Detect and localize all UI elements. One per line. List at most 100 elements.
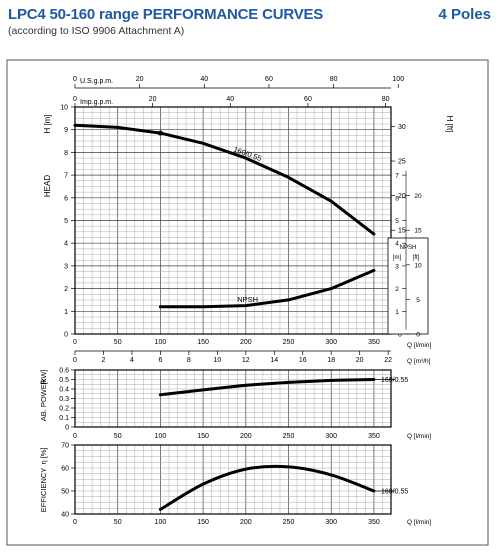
npsh-box-m-tick-label: 1 (395, 309, 399, 316)
npsh-box-ticks: 1 2 3 4 5 6 7 0 5 10 15 20 (395, 170, 422, 339)
efficiency-x-tick-label: 250 (283, 519, 295, 526)
power-x-tick-label: 100 (155, 433, 167, 440)
top-axis-1-label: U.S.g.p.m. (80, 78, 113, 85)
head-bottom-tick-label: 0 (73, 339, 77, 346)
head-left-tick-label: 5 (64, 218, 68, 225)
npsh-box-ft-tick-label: 15 (414, 228, 422, 235)
npsh-box-m-tick-label: 4 (395, 241, 399, 248)
npsh-curve (158, 268, 376, 309)
page-title: LPC4 50-160 range PERFORMANCE CURVES (8, 6, 324, 23)
bottom-axis-2-tick-label: 2 (102, 357, 106, 364)
power-x-tick-label: 50 (114, 433, 122, 440)
power-x-tick-label: 300 (325, 433, 337, 440)
efficiency-x-tick-label: 0 (73, 519, 77, 526)
power-yunit: [kW] (39, 370, 48, 385)
head-bottom-ticks: 0 50 100 150 200 250 300 350 0 2 4 6 8 10 12 14 16 18 20 22 (73, 339, 392, 364)
npsh-box-unit-m: [m] (393, 255, 402, 261)
head-bottom-tick-label: 300 (325, 339, 337, 346)
power-x-tick-label: 350 (368, 433, 380, 440)
npsh-box: NPSH [m] [ft] 1 2 3 4 5 6 7 0 5 10 15 20 (387, 170, 429, 339)
top-axis-1-tick-label: 20 (136, 76, 144, 83)
head-right-tick-label: 15 (398, 228, 406, 235)
top-axis-1-tick-label: 80 (330, 76, 338, 83)
bottom-axis-2-tick-label: 0 (73, 357, 77, 364)
npsh-box-m-tick-label: 2 (395, 286, 399, 293)
page-subtitle: (according to ISO 9906 Attachment A) (8, 25, 185, 37)
head-left-tick-label: 4 (64, 241, 68, 248)
head-left-tick-label: 9 (64, 127, 68, 134)
head-left-unit: H [m] (43, 114, 52, 133)
head-left-tick-label: 1 (64, 309, 68, 316)
bottom-axis-2-tick-label: 4 (130, 357, 134, 364)
bottom-axis-2-tick-label: 22 (384, 357, 392, 364)
npsh-box-ft-tick-label: 20 (414, 193, 422, 200)
efficiency-curve-label: 160/0.55 (381, 489, 408, 496)
head-right-tick-label: 30 (398, 124, 406, 131)
head-curve-marker (157, 130, 163, 136)
head-right-tick-label: 20 (398, 193, 406, 200)
efficiency-grid (75, 445, 391, 514)
efficiency-ylabel: EFFICIENCY (39, 468, 48, 513)
npsh-box-ft-tick-label: 10 (414, 262, 422, 269)
head-bottom-tick-label: 350 (368, 339, 380, 346)
head-bottom-tick-label: 200 (240, 339, 252, 346)
top-axis-2-tick-label: 40 (226, 96, 234, 103)
top-axis-2-tick-label: 0 (73, 96, 77, 103)
head-left-tick-label: 8 (64, 150, 68, 157)
figure-frame (6, 59, 489, 546)
efficiency-x-tick-label: 200 (240, 519, 252, 526)
npsh-box-unit-ft: [ft] (413, 255, 420, 261)
power-ylabel: AB. POWER (39, 378, 48, 421)
top-axis-2-label: Imp.g.p.m. (80, 99, 113, 106)
head-bottom-tick-label: 100 (155, 339, 167, 346)
power-y-tick-label: 0.6 (59, 368, 69, 375)
head-left-tick-label: 2 (64, 286, 68, 293)
efficiency-chart: 40 50 60 70 0 50 100 150 200 250 300 350 160/0.55 E… (39, 443, 431, 527)
npsh-box-m-tick-label: 7 (395, 173, 399, 180)
top-axis-1-tick-label: 0 (73, 76, 77, 83)
efficiency-xlabel: Q [l/min] (407, 519, 431, 526)
efficiency-x-tick-label: 150 (197, 519, 209, 526)
head-left-tick-label: 10 (60, 105, 68, 112)
bottom-axis-2-tick-label: 8 (187, 357, 191, 364)
npsh-box-m-tick-label: 6 (395, 195, 399, 202)
power-y-tick-label: 0.3 (59, 396, 69, 403)
head-left-tick-label: 0 (64, 332, 68, 339)
top-axis-1-tick-label: 100 (392, 76, 404, 83)
power-x-tick-label: 200 (240, 433, 252, 440)
efficiency-x-tick-label: 350 (368, 519, 380, 526)
power-curve-label: 160/0.55 (381, 377, 408, 384)
bottom-axis-2-tick-label: 14 (270, 357, 278, 364)
head-bottom-tick-label: 50 (114, 339, 122, 346)
head-bottom-tick-label: 250 (283, 339, 295, 346)
poles-label: 4 Poles (438, 6, 491, 23)
power-grid (75, 370, 391, 427)
head-top-ticks: 0 20 40 60 80 100 0 20 40 60 80 (73, 76, 404, 108)
top-axis-2-tick-label: 80 (382, 96, 390, 103)
head-right-unit: H [ft] (445, 116, 454, 133)
efficiency-y-tick-label: 40 (61, 512, 69, 519)
head-bottom-tick-label: 150 (197, 339, 209, 346)
head-xlabel-1: Q [l/min] (407, 342, 431, 349)
bottom-axis-2-tick-label: 16 (299, 357, 307, 364)
bottom-axis-2-tick-label: 12 (242, 357, 250, 364)
npsh-curve-label: NPSH (237, 295, 258, 304)
bottom-axis-2-tick-label: 6 (158, 357, 162, 364)
top-axis-2-tick-label: 60 (304, 96, 312, 103)
head-left-tick-label: 7 (64, 173, 68, 180)
bottom-axis-2-tick-label: 20 (356, 357, 364, 364)
power-curve-160-0.55 (158, 378, 376, 397)
npsh-box-title: NPSH (400, 245, 417, 251)
power-y-tick-label: 0.4 (59, 387, 69, 394)
head-curve-160-0.55 (73, 123, 376, 236)
power-ticks: 0 0.1 0.2 0.3 0.4 0.5 0.6 0 50 100 150 200 250 300 350 (59, 368, 380, 441)
head-ylabel: HEAD (43, 175, 52, 197)
power-y-tick-label: 0 (65, 425, 69, 432)
efficiency-ticks: 40 50 60 70 0 50 100 150 200 250 300 350 (61, 443, 380, 527)
top-axis-1-tick-label: 40 (200, 76, 208, 83)
head-right-tick-label: 0 (398, 332, 402, 339)
efficiency-yunit: η [%] (39, 447, 48, 464)
bottom-axis-2-tick-label: 10 (213, 357, 221, 364)
efficiency-y-tick-label: 60 (61, 466, 69, 473)
head-right-tick-label: 25 (398, 159, 406, 166)
